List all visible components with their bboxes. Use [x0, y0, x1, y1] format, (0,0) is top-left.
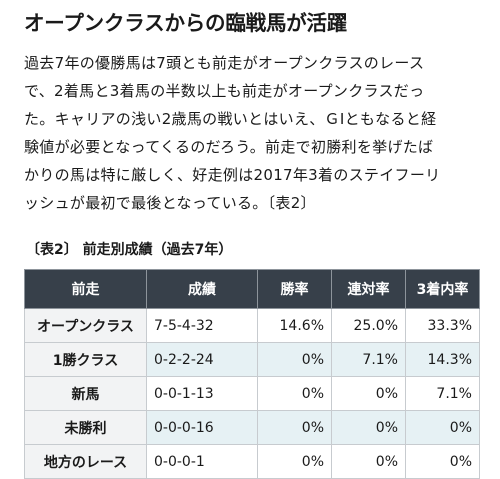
paragraph-line: 験値が必要となってくるのだろう。前走で初勝利を挙げたば [24, 138, 434, 156]
row-record: 0-0-0-1 [146, 444, 258, 479]
row-win-rate: 0% [257, 342, 332, 377]
row-previous-race: 未勝利 [24, 410, 147, 445]
row-win-rate: 14.6% [257, 308, 332, 343]
row-record: 0-0-1-13 [146, 376, 258, 411]
row-quinella-rate: 0% [331, 410, 406, 445]
row-win-rate: 0% [257, 444, 332, 479]
row-record: 0-0-0-16 [146, 410, 258, 445]
article-headline: オープンクラスからの臨戦馬が活躍 [24, 11, 348, 35]
row-top3-rate: 0% [405, 410, 480, 445]
column-header-quinella-rate: 連対率 [331, 269, 406, 309]
row-record: 0-2-2-24 [146, 342, 258, 377]
paragraph-line: で、2着馬と3着馬の半数以上も前走がオープンクラスだっ [24, 82, 425, 100]
paragraph-line: 過去7年の優勝馬は7頭とも前走がオープンクラスのレース [24, 54, 425, 72]
paragraph-line: た。キャリアの浅い2歳馬の戦いとはいえ、ＧⅠともなると経 [24, 110, 437, 128]
previous-race-results-table: 前走 成績 勝率 連対率 3着内率 オープンクラス 7-5-4-32 14.6%… [24, 269, 480, 479]
paragraph-line: ッシュが最初で最後となっている。〔表2〕 [24, 194, 316, 212]
column-header-record: 成績 [146, 269, 258, 309]
row-quinella-rate: 25.0% [331, 308, 406, 343]
row-quinella-rate: 7.1% [331, 342, 406, 377]
row-win-rate: 0% [257, 376, 332, 411]
column-header-top3-rate: 3着内率 [405, 269, 480, 309]
table-row: 新馬 0-0-1-13 0% 0% 7.1% [24, 376, 480, 411]
row-previous-race: 1勝クラス [24, 342, 147, 377]
article-paragraph: 過去7年の優勝馬は7頭とも前走がオープンクラスのレース で、2着馬と3着馬の半数… [24, 49, 482, 217]
row-previous-race: 新馬 [24, 376, 147, 411]
table-row: 地方のレース 0-0-0-1 0% 0% 0% [24, 444, 480, 479]
column-header-win-rate: 勝率 [257, 269, 332, 309]
row-top3-rate: 0% [405, 444, 480, 479]
table-row: オープンクラス 7-5-4-32 14.6% 25.0% 33.3% [24, 308, 480, 343]
row-previous-race: 地方のレース [24, 444, 147, 479]
table-header-row: 前走 成績 勝率 連対率 3着内率 [24, 269, 480, 309]
table-caption: 〔表2〕 前走別成績（過去7年） [26, 242, 233, 258]
column-header-previous-race: 前走 [24, 269, 147, 309]
article-page: オープンクラスからの臨戦馬が活躍 過去7年の優勝馬は7頭とも前走がオープンクラス… [24, 11, 482, 479]
table-row: 1勝クラス 0-2-2-24 0% 7.1% 14.3% [24, 342, 480, 377]
row-top3-rate: 14.3% [405, 342, 480, 377]
row-quinella-rate: 0% [331, 444, 406, 479]
paragraph-line: かりの馬は特に厳しく、好走例は2017年3着のステイフーリ [24, 166, 441, 184]
row-record: 7-5-4-32 [146, 308, 258, 343]
row-previous-race: オープンクラス [24, 308, 147, 343]
row-win-rate: 0% [257, 410, 332, 445]
row-quinella-rate: 0% [331, 376, 406, 411]
row-top3-rate: 7.1% [405, 376, 480, 411]
table-row: 未勝利 0-0-0-16 0% 0% 0% [24, 410, 480, 445]
row-top3-rate: 33.3% [405, 308, 480, 343]
